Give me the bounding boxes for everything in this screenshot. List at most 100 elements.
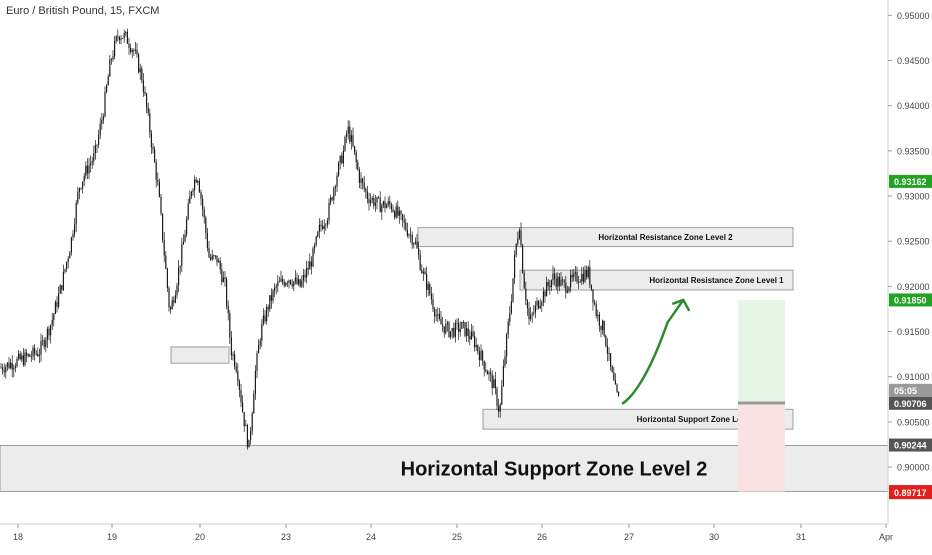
x-tick-label: 18 [13,532,23,542]
candle-body [86,165,88,174]
x-tick-label: 20 [195,532,205,542]
candle-body [242,402,244,413]
candle-body [118,36,120,40]
candle-body [251,413,253,432]
candle-body [494,379,496,389]
candle-body [368,199,370,204]
candle-body [370,199,372,204]
stop-loss-area [738,402,785,492]
candle-body [14,366,16,368]
candle-body [408,234,410,236]
candle-body [480,350,482,361]
candle-body [301,280,303,287]
candle-body [376,197,378,203]
candle-body [608,353,610,354]
candle-body [496,388,498,406]
candle-body [253,394,255,414]
candle-body [16,358,18,367]
candle-body [501,385,503,405]
candle-body [339,155,341,163]
candle-body [13,367,15,370]
candle-body [173,300,175,303]
price-badge [889,396,932,410]
candle-body [563,280,565,283]
x-tick-label: 31 [796,532,806,542]
y-tick-label: 0.92500 [897,237,930,247]
candle-body [534,305,536,313]
candle-body [389,201,391,205]
price-badge [889,293,932,307]
candle-body [306,268,308,278]
y-tick-label: 0.94500 [897,56,930,66]
candle-body [149,113,151,134]
candle-body [584,270,586,282]
candle-body [154,149,156,163]
candle-body [157,179,159,183]
candle-body [304,274,306,278]
candle-body [318,224,320,232]
candle-body [418,248,420,255]
candle-body [374,202,376,206]
candle-body [488,372,490,375]
candle-body [597,314,599,317]
candle-body [362,178,364,183]
candle-body [538,300,540,309]
candle-body [406,229,408,236]
candle-body [475,345,477,348]
candle-body [21,355,23,360]
candle-body [37,353,39,357]
candle-body [618,391,620,397]
candle-body [2,367,4,371]
candle-body [139,68,141,73]
candle-body [579,281,581,283]
candle-body [61,285,63,290]
candle-body [373,197,375,206]
candle-body [174,295,176,303]
candle-body [69,252,71,259]
candle-body [162,213,164,240]
candle-body [346,133,348,137]
candle-body [96,144,98,146]
candle-body [366,191,368,200]
candle-body [344,136,346,151]
candle-body [200,192,202,199]
candle-body [53,313,55,321]
candle-body [51,320,53,326]
candle-body [293,281,295,287]
candle-body [413,243,415,245]
candle-body [323,225,325,229]
candle-body [448,322,450,337]
candle-body [269,295,271,310]
candle-body [195,179,197,183]
x-tick-label: 25 [452,532,462,542]
candle-body [168,288,170,308]
candle-body [402,214,404,221]
candle-body [165,255,167,269]
candle-body [83,175,85,182]
candle-body [267,306,269,310]
candle-body [45,340,47,347]
candle-body [518,230,520,239]
candle-body [266,306,268,322]
candle-body [606,345,608,354]
candle-body [338,162,340,176]
candle-body [586,270,588,278]
candle-body [109,59,111,77]
candle-body [454,322,456,337]
candle-body [358,169,360,184]
candle-body [67,258,69,262]
candle-body [523,272,525,289]
candle-body [568,287,570,292]
candle-body [493,379,495,389]
candle-body [299,279,301,287]
candle-body [126,31,128,44]
candle-body [330,197,332,203]
candle-body [422,271,424,274]
candle-body [298,279,300,284]
candle-body [99,123,101,136]
candle-body [549,285,551,288]
zone-label: Horizontal Resistance Zone Level 1 [649,276,784,285]
candle-body [296,277,298,284]
